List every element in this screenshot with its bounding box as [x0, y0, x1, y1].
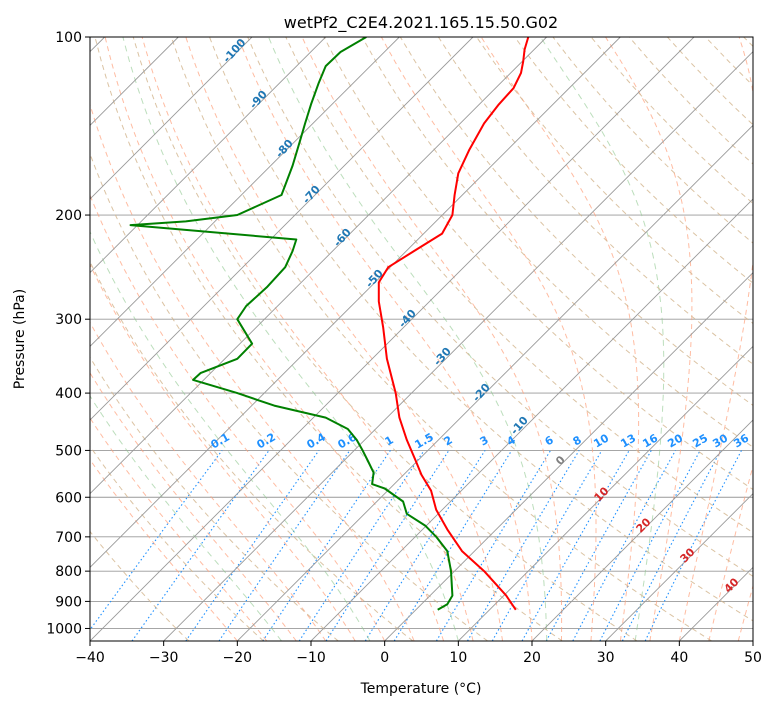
isobar-gridlines — [90, 37, 753, 629]
x-axis-label: Temperature (°C) — [360, 681, 482, 697]
moist-adiabat-line — [539, 37, 665, 641]
isotherm-line — [237, 124, 753, 641]
isotherm-line — [90, 37, 253, 200]
mixing-ratio-line — [325, 450, 450, 641]
dry-adiabat-line — [399, 37, 753, 407]
isotherm-line — [90, 37, 547, 495]
dry-adiabat-line — [90, 530, 190, 641]
mixing-ratio-line — [298, 450, 425, 641]
isotherm-line — [384, 272, 753, 641]
moist-adiabat-line — [90, 417, 268, 641]
dry-adiabat-line — [247, 37, 753, 577]
dry-adiabat-line — [514, 37, 753, 284]
mixing-ratio-line — [545, 450, 652, 641]
moist-adiabat-line — [90, 371, 297, 641]
moist-adiabat-line — [90, 458, 238, 641]
mixing-ratio-line — [572, 450, 676, 641]
dry-adiabat-line — [90, 152, 488, 641]
temperature-profile-line — [377, 37, 530, 611]
dry-adiabat-line — [90, 445, 264, 641]
dry-adiabat-line — [209, 37, 753, 622]
mixing-ratio-line — [90, 450, 223, 631]
moist-adiabat-line — [480, 37, 640, 641]
isotherm-line — [90, 37, 621, 568]
dry-adiabat-line — [170, 37, 712, 641]
y-tick-label: 300 — [55, 312, 82, 328]
mixing-ratio-line — [218, 450, 351, 641]
moist-adiabat-line — [301, 37, 563, 641]
y-tick-label: 700 — [55, 530, 82, 546]
dry-adiabat-line — [90, 356, 339, 641]
y-tick-label: 200 — [55, 208, 82, 224]
mixing-ratio-line — [521, 450, 630, 641]
y-tick-label: 800 — [55, 564, 82, 580]
moist-adiabat-line — [90, 230, 371, 641]
moist-adiabat-line — [605, 37, 693, 641]
plot-frame — [89, 36, 754, 642]
moist-adiabat-line — [185, 37, 503, 641]
x-tick-label: −40 — [75, 650, 105, 666]
y-tick-label: 1000 — [46, 621, 82, 637]
moist-adiabat-line — [141, 37, 474, 641]
isotherm-line — [90, 37, 695, 641]
x-tick-label: 50 — [744, 650, 762, 666]
dry-adiabat-line — [94, 37, 563, 641]
dry-adiabat-line — [132, 37, 638, 641]
x-tick-label: 10 — [449, 650, 467, 666]
y-tick-label: 500 — [55, 443, 82, 459]
profile-series — [129, 37, 530, 611]
y-axis-label: Pressure (hPa) — [12, 289, 28, 389]
x-tick-label: 30 — [597, 650, 615, 666]
moist-adiabat-line — [122, 37, 459, 641]
moist-adiabat-line — [90, 193, 386, 641]
isotherm-line — [90, 37, 474, 421]
x-tick-label: −20 — [223, 650, 253, 666]
x-tick-label: 0 — [380, 650, 389, 666]
moist-adiabat-line — [268, 37, 548, 641]
y-tick-label: 600 — [55, 490, 82, 506]
isotherm-line — [310, 198, 753, 641]
plot-area: -100-90-80-70-60-50-40-30-20-100.1 0.2 0.4… — [90, 37, 753, 641]
moist-adiabat-line — [90, 395, 282, 641]
isotherm-line — [90, 37, 326, 274]
y-tick-label: 900 — [55, 594, 82, 610]
mixing-ratio-line — [393, 450, 513, 641]
isotherm-line — [458, 345, 753, 641]
x-tick-label: −30 — [149, 650, 179, 666]
isotherm-line — [90, 37, 400, 347]
chart-title: wetPf2_C2E4.2021.165.15.50.G02 — [284, 13, 558, 33]
y-tick-label: 400 — [55, 386, 82, 402]
mixing-ratio-line — [621, 450, 722, 641]
isotherm-line — [531, 419, 753, 641]
mixing-ratio-line — [185, 450, 320, 641]
y-tick-label: 100 — [55, 30, 82, 46]
mixing-ratio-line — [644, 450, 742, 641]
x-tick-label: 20 — [523, 650, 541, 666]
isotherm-line — [605, 493, 753, 641]
moist-adiabat-line — [90, 102, 415, 641]
moist-adiabat-line — [104, 37, 445, 641]
dewpoint-profile-line — [129, 37, 454, 611]
isotherm-line — [163, 51, 753, 641]
moist-adiabat-line — [380, 37, 597, 641]
x-tick-label: 40 — [670, 650, 688, 666]
x-tick-label: −10 — [296, 650, 326, 666]
isotherm-gridlines — [90, 37, 753, 641]
moist-adiabat-line — [90, 263, 356, 641]
axis-ticks: −40 −30 −20 −10 0 10 20 30 40 50 100 200 300 400 500 60… — [46, 30, 762, 666]
